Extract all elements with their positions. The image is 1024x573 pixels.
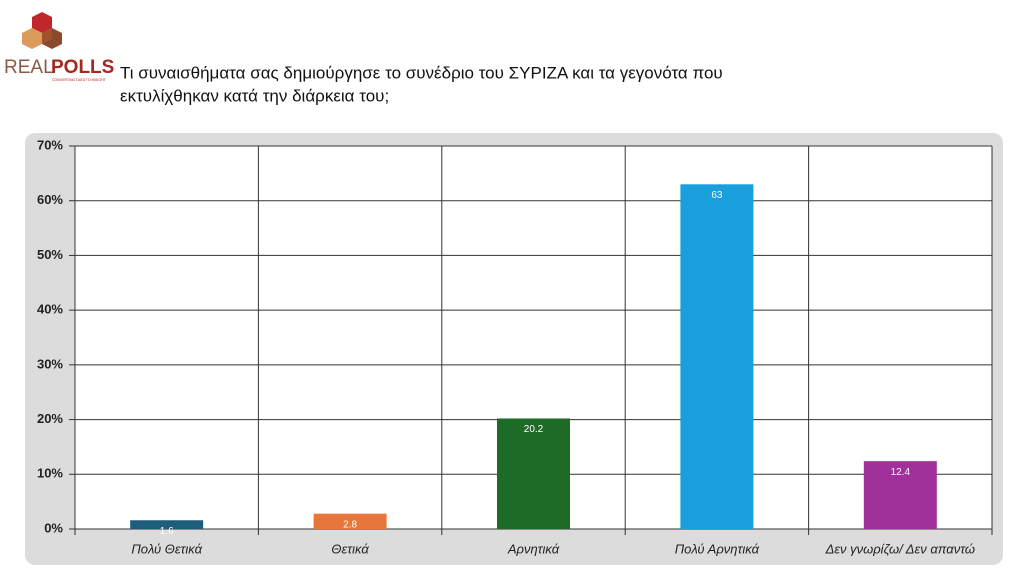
y-tick-label: 30% [37,356,63,371]
data-label: 20.2 [524,424,544,435]
data-label: 63 [711,190,723,201]
data-label: 2.8 [343,519,357,530]
y-tick-label: 10% [37,466,63,481]
x-tick-label: Αρνητικά [507,541,560,556]
chart-title: εκτυλίχθηκαν κατά την διάρκεια του; [120,86,389,105]
bar [497,418,570,529]
y-tick-label: 60% [37,192,63,207]
bar [863,461,937,529]
logo-word: REAL [4,57,54,78]
y-tick-label: 70% [37,137,63,152]
x-tick-label: Θετικά [331,541,369,556]
logo-tagline: CONVERTING DATA TO INSIGHT [52,78,107,82]
y-tick-label: 50% [37,247,63,262]
y-tick-label: 40% [37,302,63,317]
chart-title: Τι συναισθήματα σας δημιούργησε το συνέδ… [120,63,723,82]
logo-word: POLLS [51,57,114,78]
y-tick-label: 0% [44,520,63,535]
bar [680,184,754,530]
x-tick-label: Δεν γνωρίζω/ Δεν απαντώ [825,541,975,556]
bar [130,520,204,529]
bar [313,513,387,529]
logo-icon [22,12,62,49]
data-label: 1.6 [160,526,174,537]
x-tick-label: Πολύ Αρνητικά [675,541,760,556]
data-label: 12.4 [891,467,911,478]
y-tick-label: 20% [37,411,63,426]
x-tick-label: Πολύ Θετικά [131,541,202,556]
